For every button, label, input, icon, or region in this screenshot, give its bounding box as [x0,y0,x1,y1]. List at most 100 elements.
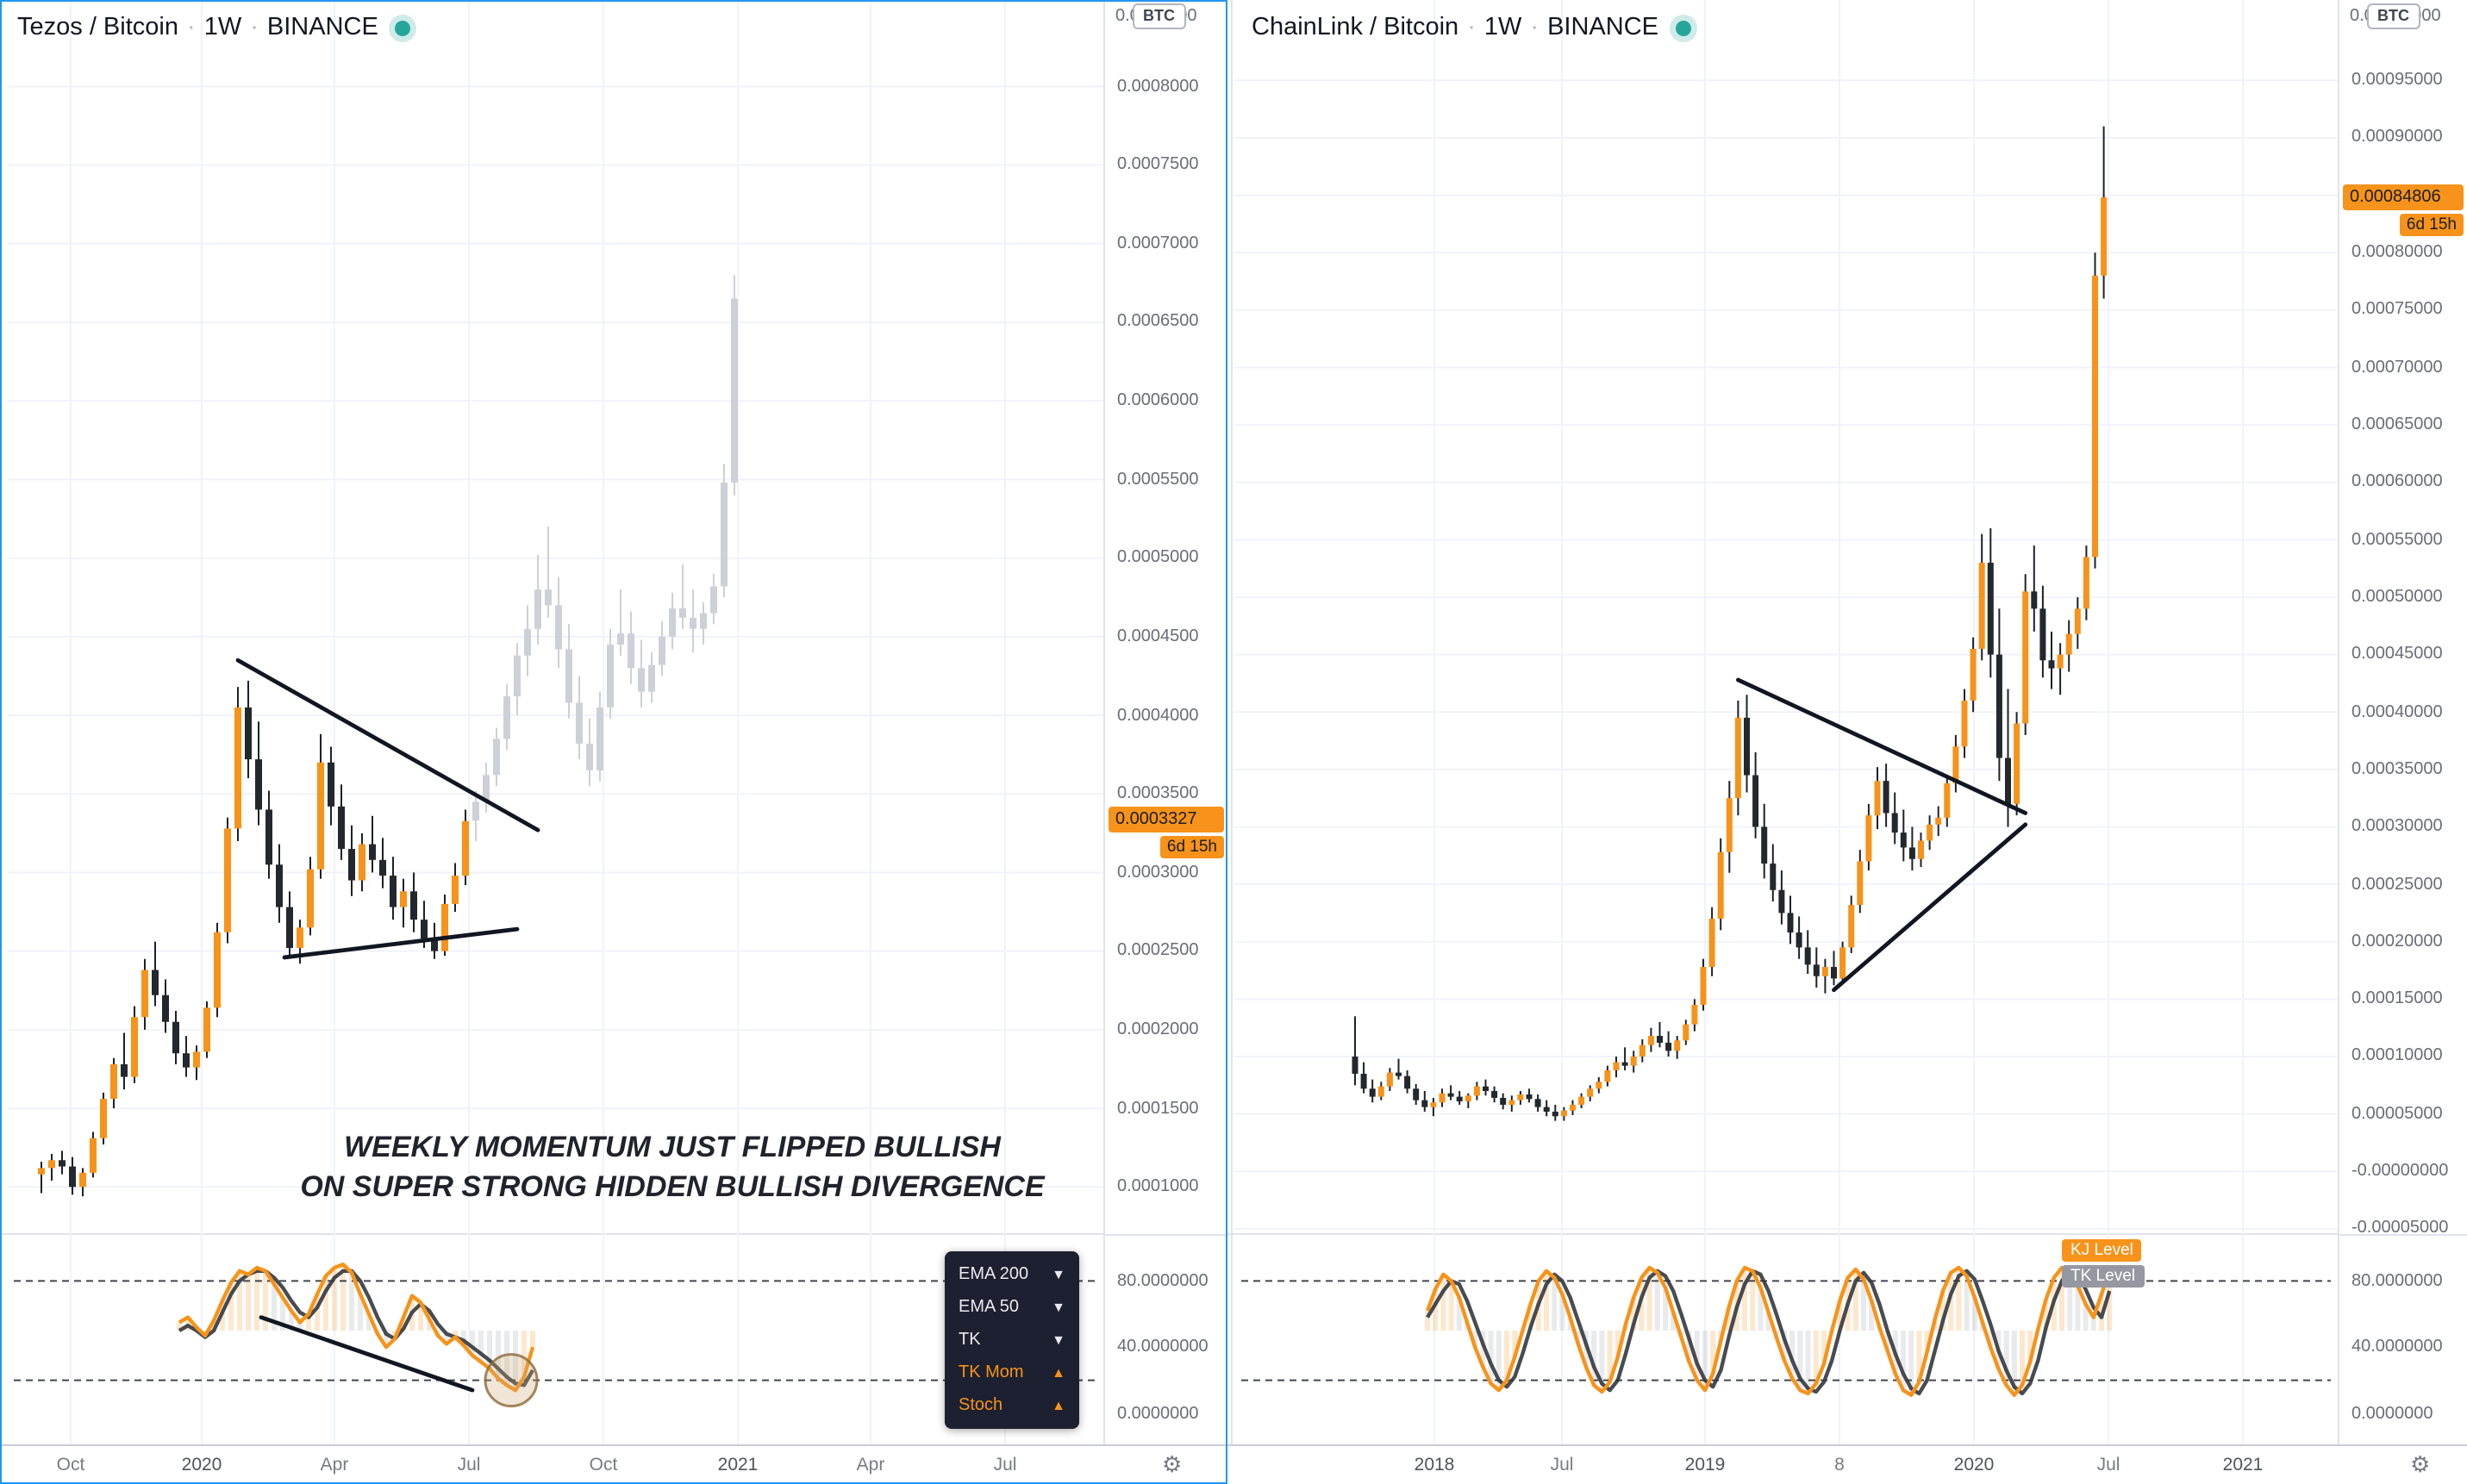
time-axis-label[interactable]: 2021 [2222,1455,2264,1475]
time-axis-label[interactable]: Jul [1550,1455,1574,1475]
left-price-axis[interactable]: 0.0008500 BTC 0.00080000.00075000.000700… [1103,0,1227,1484]
right-chart-header[interactable]: ChainLink / Bitcoin · 1W · BINANCE [1252,14,1691,41]
oscillator-tick: 80.0000000 [2351,1271,2443,1291]
currency-badge[interactable]: BTC [2367,3,2420,29]
market-status-icon [395,20,411,35]
separator-dot: · [1530,14,1540,41]
time-axis-label[interactable]: Jul [2096,1455,2120,1475]
oscillator-tick: 40.0000000 [1117,1337,1209,1357]
symbol-name[interactable]: Tezos / Bitcoin [17,14,178,41]
price-tick: 0.00050000 [2351,587,2443,607]
settings-gear-icon[interactable]: ⚙ [2410,1451,2431,1477]
separator-dot: · [1467,14,1476,41]
annotation-line-2: ON SUPER STRONG HIDDEN BULLISH DIVERGENC… [300,1170,1045,1204]
time-axis-label[interactable]: 8 [1834,1455,1845,1475]
price-tick: 0.00030000 [2351,817,2443,837]
time-axis-label[interactable]: Oct [589,1455,618,1475]
price-tick: 0.00025000 [2351,875,2443,895]
price-tick: 0.0004500 [1117,627,1199,646]
currency-badge[interactable]: BTC [1133,3,1185,29]
price-tick: 0.0003000 [1117,863,1199,882]
arrow-down-icon: ▼ [1052,1267,1065,1282]
price-tick: 0.0002000 [1117,1019,1199,1039]
exchange-label[interactable]: BINANCE [266,14,378,41]
oscillator-tick: 0.0000000 [1117,1404,1199,1423]
time-axis-label[interactable]: Jul [457,1455,481,1475]
indicators-legend[interactable]: EMA 200 ▼ EMA 50 ▼ TK ▼ TK Mom ▲ Stoch ▲ [945,1251,1079,1429]
price-tick: 0.0006000 [1117,391,1199,411]
legend-item-stoch[interactable]: Stoch ▲ [945,1389,1079,1422]
symbol-name[interactable]: ChainLink / Bitcoin [1252,14,1459,41]
time-axis-label[interactable]: 2018 [1414,1455,1455,1475]
current-price-label: 0.0003327 [1109,807,1224,833]
arrow-up-icon: ▲ [1052,1365,1065,1381]
price-tick: 0.00095000 [2351,71,2443,90]
time-axis-label[interactable]: Apr [856,1455,885,1475]
arrow-up-icon: ▲ [1052,1398,1065,1413]
bar-countdown-label: 6d 15h [2399,213,2464,236]
price-tick: 0.00040000 [2351,702,2443,722]
legend-label: EMA 200 [959,1265,1029,1284]
legend-label: TK [959,1331,981,1350]
separator-dot: · [250,14,259,41]
bar-countdown-label: 6d 15h [1159,836,1224,859]
annotation-line-1: WEEKLY MOMENTUM JUST FLIPPED BULLISH [344,1131,1001,1163]
oscillator-tick: 40.0000000 [2351,1337,2443,1357]
price-tick: 0.0007500 [1117,155,1199,175]
legend-label: Stoch [959,1396,1003,1415]
price-tick: 0.0001500 [1117,1099,1199,1119]
time-axis-label[interactable]: Apr [320,1455,349,1475]
arrow-down-icon: ▼ [1052,1332,1065,1348]
legend-item-ema-50[interactable]: EMA 50 ▼ [945,1291,1079,1324]
price-tick: 0.00075000 [2351,300,2443,320]
price-tick: 0.0005000 [1117,548,1199,568]
price-tick: 0.0007000 [1117,234,1199,253]
settings-gear-icon[interactable]: ⚙ [1162,1451,1183,1477]
price-tick: 0.0008000 [1117,77,1199,97]
price-tick: 0.00080000 [2351,243,2443,263]
time-axis-label[interactable]: Jul [993,1455,1017,1475]
left-chart-header[interactable]: Tezos / Bitcoin · 1W · BINANCE [17,14,411,41]
legend-item-ema-200[interactable]: EMA 200 ▼ [945,1258,1079,1291]
price-tick: 0.00005000 [2351,1104,2443,1124]
price-tick: 0.0006500 [1117,312,1199,332]
interval-label[interactable]: 1W [203,14,242,41]
price-tick: 0.00035000 [2351,759,2443,779]
chart-annotation: WEEKLY MOMENTUM JUST FLIPPED BULLISH ON … [207,1127,1138,1208]
price-tick: 0.00045000 [2351,645,2443,664]
time-axis[interactable]: Oct 2020 Apr Jul Oct 2021 Apr Jul 2018 Jul 2019 8 20… [0,1444,2467,1484]
time-axis-label[interactable]: 2019 [1684,1455,1726,1475]
price-tick: 0.0001000 [1117,1177,1199,1197]
price-tick: 0.00060000 [2351,472,2443,492]
kj-level-chip: KJ Level [2062,1239,2142,1262]
oscillator-tick: 80.0000000 [1117,1271,1209,1291]
price-tick: 0.00090000 [2351,128,2443,147]
price-tick: 0.00020000 [2351,932,2443,951]
time-axis-label[interactable]: 2020 [181,1455,222,1475]
tk-level-chip: TK Level [2062,1265,2144,1288]
right-chart-plot [1234,0,2338,1444]
price-tick: 0.0002500 [1117,941,1199,961]
market-status-icon [1676,20,1691,35]
price-tick: 0.0005500 [1117,470,1199,489]
legend-label: TK Mom [959,1363,1024,1382]
price-tick: 0.00065000 [2351,415,2443,435]
current-price-label: 0.00084806 [2343,184,2464,210]
price-tick: 0.00015000 [2351,989,2443,1009]
time-axis-label[interactable]: 2021 [717,1455,759,1475]
price-tick: 0.0004000 [1117,706,1199,725]
time-axis-label[interactable]: Oct [56,1455,85,1475]
legend-item-tk[interactable]: TK ▼ [945,1324,1079,1356]
separator-dot: · [187,14,196,41]
oscillator-tick: 0.0000000 [2351,1404,2433,1423]
time-axis-label[interactable]: 2020 [1953,1455,1995,1475]
exchange-label[interactable]: BINANCE [1547,14,1658,41]
legend-item-tk-mom[interactable]: TK Mom ▲ [945,1356,1079,1389]
interval-label[interactable]: 1W [1483,14,1522,41]
price-tick: 0.00010000 [2351,1046,2443,1066]
arrow-down-icon: ▼ [1052,1300,1065,1315]
left-chart-plot [7,0,1103,1444]
